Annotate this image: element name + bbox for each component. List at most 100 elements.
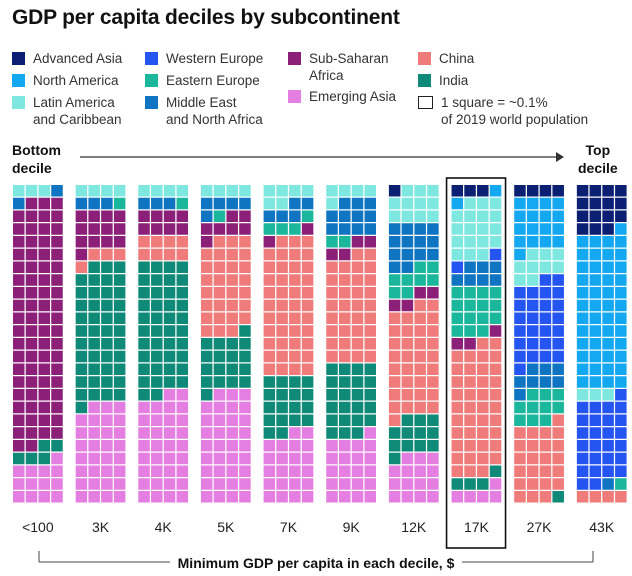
waffle-square [213,185,226,197]
waffle-square [427,452,439,465]
waffle-square [339,478,351,490]
waffle-square [226,325,238,337]
waffle-square [351,223,364,235]
waffle-square [414,299,426,312]
waffle-square [326,299,338,312]
waffle-square [464,261,476,273]
waffle-square [576,389,589,401]
waffle-square [414,363,426,375]
waffle-square [263,325,276,337]
waffle-square [539,274,552,286]
waffle-square [176,452,189,465]
waffle-square [25,223,38,235]
waffle-square [351,491,364,503]
waffle-square [589,491,602,503]
waffle-square [226,452,238,465]
waffle-square [25,478,38,490]
waffle-square [151,197,163,210]
waffle-square [163,223,176,235]
waffle-square [489,312,502,324]
waffle-square [602,210,614,222]
waffle-square [301,376,314,388]
decile-column-4K [138,185,189,503]
waffle-square [464,401,476,414]
waffle-square [364,223,376,235]
waffle-square [213,299,226,312]
waffle-square [464,350,476,363]
waffle-square [101,478,113,490]
waffle-square [51,210,63,222]
waffle-square [514,236,526,248]
waffle-square [263,478,276,490]
x-axis-title-text: Minimum GDP per capita in each decile, $ [169,555,463,571]
waffle-square [301,325,314,337]
waffle-square [113,210,126,222]
waffle-square [451,299,464,312]
waffle-square [602,248,614,261]
waffle-square [401,465,414,477]
waffle-square [576,299,589,312]
waffle-square [477,389,489,401]
waffle-square [226,491,238,503]
waffle-square [526,350,539,363]
legend-label: China [439,51,475,66]
waffle-square [364,274,376,286]
waffle-square [138,376,150,388]
waffle-square [113,325,126,337]
waffle-square [200,299,213,312]
waffle-square [414,401,426,414]
waffle-square [539,389,552,401]
waffle-square [526,325,539,337]
waffle-square [88,491,100,503]
waffle-square [427,465,439,477]
waffle-square [13,299,25,312]
waffle-square [451,210,464,222]
waffle-square [589,261,602,273]
waffle-square [289,210,301,222]
waffle-square [38,261,50,273]
waffle-square [576,197,589,210]
waffle-square [151,414,163,426]
waffle-square [464,223,476,235]
waffle-square [526,452,539,465]
waffle-square [239,414,251,426]
waffle-square [113,427,126,439]
waffle-square [276,261,288,273]
waffle-square [301,491,314,503]
waffle-square [176,414,189,426]
decile-column-<100 [13,185,63,503]
legend-swatch [145,96,158,109]
waffle-square [200,312,213,324]
waffle-square [326,363,338,375]
waffle-square [576,223,589,235]
waffle-square [138,287,150,299]
waffle-square [163,414,176,426]
waffle-square [615,312,627,324]
waffle-square [75,274,88,286]
decile-column-5K [200,185,251,503]
waffle-square [589,210,602,222]
waffle-square [589,376,602,388]
waffle-square [51,274,63,286]
waffle-square [552,350,564,363]
waffle-square [326,427,338,439]
waffle-square [451,338,464,350]
waffle-square [38,401,50,414]
waffle-square [526,465,539,477]
waffle-square [464,248,476,261]
waffle-square [88,197,100,210]
waffle-square [552,185,564,197]
waffle-square [326,236,338,248]
waffle-square [477,299,489,312]
waffle-square [526,261,539,273]
waffle-square [200,414,213,426]
waffle-square [213,338,226,350]
waffle-square [13,452,25,465]
waffle-square [351,363,364,375]
category-label: 17K [464,519,490,535]
waffle-square [263,287,276,299]
waffle-square [364,299,376,312]
waffle-square [339,210,351,222]
waffle-square [401,197,414,210]
waffle-square [176,440,189,452]
